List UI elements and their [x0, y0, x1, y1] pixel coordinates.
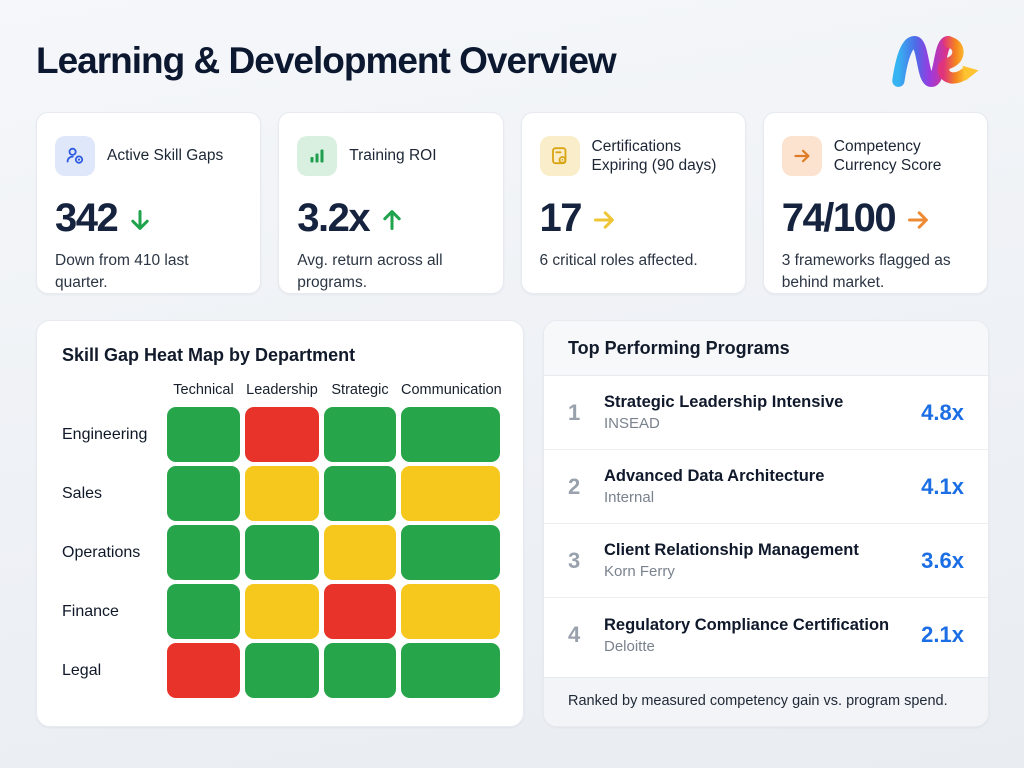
kpi-label: Training ROI: [349, 147, 437, 165]
programs-footnote: Ranked by measured competency gain vs. p…: [544, 677, 988, 726]
trend-up-icon: [383, 210, 401, 230]
kpi-subtext: Down from 410 last quarter.: [55, 252, 189, 291]
program-title: Advanced Data Architecture: [604, 467, 825, 485]
kpi-value: 74/100: [781, 196, 897, 240]
heatmap-column-header: Technical: [173, 382, 234, 398]
program-roi: 3.6x: [921, 547, 964, 573]
kpi-subtext: 6 critical roles affected.: [539, 252, 698, 269]
program-title: Strategic Leadership Intensive: [604, 393, 844, 411]
program-row[interactable]: 1 Strategic Leadership Intensive INSEAD …: [544, 376, 988, 450]
programs-header: Top Performing Programs: [544, 321, 988, 376]
heatmap-cell[interactable]: [324, 643, 396, 698]
program-provider: INSEAD: [604, 415, 660, 432]
kpi-label: Competency Currency Score: [833, 137, 942, 174]
heatmap-cell[interactable]: [167, 584, 240, 639]
heatmap-row-label: Sales: [62, 484, 103, 502]
heatmap-column-header: Communication: [401, 382, 502, 398]
kpi-card-row: Active Skill Gaps 342 Down from 410 last…: [36, 112, 988, 294]
certificate-icon: [539, 136, 580, 176]
trend-flat-icon: [594, 211, 614, 229]
kpi-head: Certifications Expiring (90 days): [539, 130, 727, 182]
kpi-head: Active Skill Gaps: [55, 130, 242, 182]
program-rank: 2: [568, 473, 581, 499]
page-header: Learning & Development Overview: [36, 28, 988, 112]
kpi-card-training-roi[interactable]: Training ROI 3.2x Avg. return across all…: [278, 112, 504, 294]
program-row[interactable]: 4 Regulatory Compliance Certification De…: [544, 598, 988, 672]
heatmap-cell[interactable]: [401, 466, 500, 521]
heatmap-cell[interactable]: [245, 525, 319, 580]
kpi-subtext: 3 frameworks flagged as behind market.: [781, 252, 951, 291]
heatmap-row-label: Finance: [62, 602, 119, 620]
program-title: Client Relationship Management: [604, 541, 859, 559]
program-row[interactable]: 2 Advanced Data Architecture Internal 4.…: [544, 450, 988, 524]
user-gear-icon: [55, 136, 95, 176]
kpi-card-active-skill-gaps[interactable]: Active Skill Gaps 342 Down from 410 last…: [36, 112, 262, 294]
heatmap-cell[interactable]: [167, 407, 240, 462]
heatmap-row-label: Legal: [62, 661, 102, 679]
heatmap-column-header: Leadership: [246, 382, 318, 398]
program-roi: 2.1x: [921, 622, 964, 647]
heatmap-cell[interactable]: [401, 407, 500, 462]
kpi-label: Certifications Expiring (90 days): [591, 137, 717, 174]
kpi-head: Training ROI: [297, 130, 484, 182]
heatmap-cell[interactable]: [167, 643, 240, 698]
heatmap-grid: Technical Leadership Strategic Communica…: [62, 382, 502, 698]
heatmap-cell[interactable]: [245, 584, 319, 639]
heatmap-cell[interactable]: [245, 643, 319, 698]
program-rank: 1: [568, 399, 581, 425]
page-title: Learning & Development Overview: [36, 40, 617, 81]
heatmap-panel: Skill Gap Heat Map by Department Technic…: [36, 320, 524, 727]
heatmap-cell[interactable]: [324, 407, 396, 462]
heatmap-row-label: Engineering: [62, 425, 148, 443]
heatmap-title: Skill Gap Heat Map by Department: [62, 345, 356, 365]
panels-row: Skill Gap Heat Map by Department Technic…: [36, 320, 989, 727]
arrow-right-icon: [781, 136, 822, 176]
heatmap-cell[interactable]: [324, 466, 396, 521]
heatmap-cell[interactable]: [245, 466, 319, 521]
kpi-label: Active Skill Gaps: [107, 147, 224, 165]
kpi-head: Competency Currency Score: [781, 130, 969, 182]
bar-chart-icon: [297, 136, 338, 176]
kpi-card-competency-currency[interactable]: Competency Currency Score 74/100 3 frame…: [762, 112, 988, 294]
heatmap-cell[interactable]: [324, 584, 396, 639]
program-rank: 4: [568, 622, 581, 647]
heatmap-cell[interactable]: [401, 525, 500, 580]
kpi-value: 3.2x: [297, 196, 370, 240]
program-roi: 4.8x: [921, 399, 964, 425]
heatmap-cell[interactable]: [167, 466, 240, 521]
program-provider: Internal: [604, 489, 655, 506]
heatmap-cell[interactable]: [324, 525, 396, 580]
trend-flat-icon: [908, 211, 928, 229]
trend-down-icon: [131, 210, 149, 230]
program-rank: 3: [568, 547, 581, 573]
heatmap-column-header: Strategic: [331, 382, 389, 398]
kpi-value: 342: [55, 196, 119, 240]
programs-panel: Top Performing Programs 1 Strategic Lead…: [543, 320, 989, 727]
heatmap-cell[interactable]: [401, 643, 500, 698]
kpi-subtext: Avg. return across all programs.: [297, 252, 443, 291]
programs-list: 1 Strategic Leadership Intensive INSEAD …: [544, 376, 988, 677]
programs-title: Top Performing Programs: [568, 338, 790, 358]
heatmap-cell[interactable]: [245, 407, 319, 462]
heatmap-cell[interactable]: [167, 525, 240, 580]
program-title: Regulatory Compliance Certification: [604, 615, 890, 634]
program-roi: 4.1x: [921, 473, 964, 499]
program-provider: Deloitte: [604, 637, 655, 655]
kpi-card-certifications-expiring[interactable]: Certifications Expiring (90 days) 17 6 c…: [520, 112, 746, 294]
heatmap-row-label: Operations: [62, 543, 141, 561]
brand-logo: [892, 36, 979, 87]
kpi-value: 17: [539, 196, 583, 240]
heatmap-cell[interactable]: [401, 584, 500, 639]
program-provider: Korn Ferry: [604, 563, 675, 580]
program-row[interactable]: 3 Client Relationship Management Korn Fe…: [544, 524, 988, 598]
